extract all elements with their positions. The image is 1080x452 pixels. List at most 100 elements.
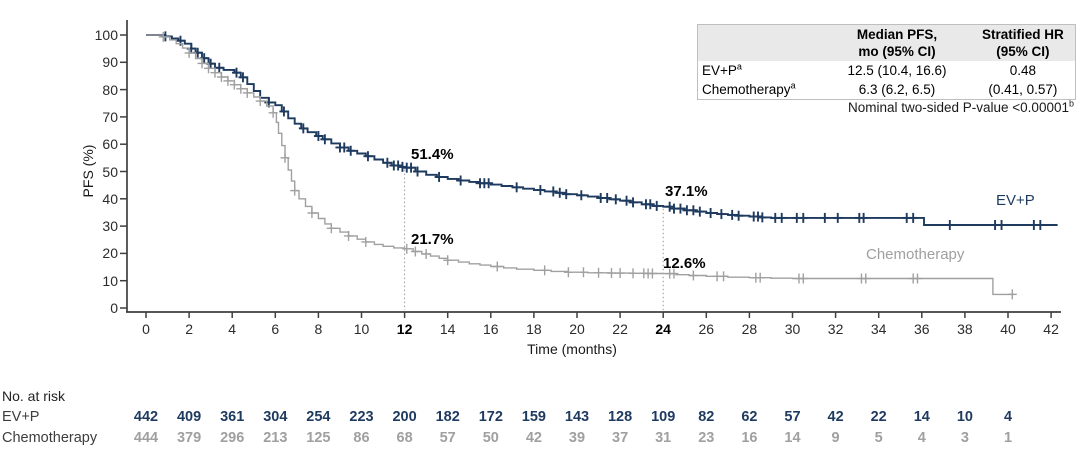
at-risk-value-chemo-20mo: 39: [568, 430, 586, 446]
y-tick-label-70: 70: [102, 108, 118, 125]
y-tick-label-20: 20: [102, 245, 118, 262]
at-risk-value-evp-38mo: 10: [956, 409, 973, 425]
x-tick-label-4: 4: [228, 321, 237, 337]
hr-value: 0.48: [1009, 63, 1036, 78]
at-risk-value-evp-28mo: 62: [741, 409, 758, 425]
x-tick-label-36: 36: [914, 321, 930, 337]
x-tick-label-8: 8: [314, 321, 323, 337]
at-risk-value-chemo-34mo: 5: [874, 430, 883, 446]
at-risk-value-chemo-14mo: 57: [439, 430, 456, 446]
x-tick-label-6: 6: [271, 321, 280, 337]
evp-12mo-annotation: 51.4%: [411, 146, 454, 163]
at-risk-value-chemo-10mo: 86: [353, 430, 370, 446]
x-tick-label-14: 14: [439, 321, 456, 337]
at-risk-value-evp-14mo: 182: [435, 409, 460, 425]
at-risk-value-evp-0mo: 442: [133, 409, 159, 425]
y-tick-label-30: 30: [102, 218, 118, 235]
stats-table-empty-header: [697, 24, 824, 61]
at-risk-row-label-chemo: Chemotherapy: [2, 430, 98, 446]
x-tick-label-40: 40: [1000, 321, 1016, 337]
evp-row-label: EV+Pa: [698, 61, 824, 80]
x-tick-label-34: 34: [870, 321, 887, 337]
stratified-hr-header-line2: (95% CI): [996, 44, 1050, 59]
at-risk-value-chemo-26mo: 23: [698, 430, 715, 446]
y-tick-label-10: 10: [102, 272, 118, 289]
chemo-12mo-annotation: 21.7%: [411, 231, 454, 248]
at-risk-value-evp-36mo: 14: [913, 409, 930, 425]
x-tick-label-2: 2: [185, 321, 193, 337]
evp-footnote-marker: a: [736, 61, 742, 72]
at-risk-value-evp-4mo: 361: [220, 409, 245, 425]
x-tick-label-30: 30: [784, 321, 801, 337]
x-tick-label-10: 10: [353, 321, 370, 337]
x-tick-label-12: 12: [396, 321, 413, 337]
median-pfs-header: Median PFS, mo (95% CI): [823, 24, 971, 61]
p-value-text: Nominal two-sided P-value <0.00001: [847, 100, 1069, 115]
chemo-footnote-marker: a: [790, 80, 796, 91]
at-risk-value-chemo-4mo: 296: [220, 430, 245, 446]
stats-table-row-evp: EV+Pa 12.5 (10.4, 16.6) 0.48: [698, 61, 1076, 80]
at-risk-value-chemo-18mo: 42: [525, 430, 542, 446]
median-pfs-header-line1: Median PFS,: [856, 27, 938, 42]
y-tick-label-100: 100: [94, 27, 118, 43]
at-risk-value-chemo-8mo: 125: [306, 430, 331, 446]
evp-median-pfs-value: 12.5 (10.4, 16.6): [847, 63, 947, 78]
at-risk-value-chemo-36mo: 4: [917, 430, 926, 446]
evp-24mo-annotation: 37.1%: [665, 183, 708, 200]
at-risk-value-evp-26mo: 82: [698, 409, 715, 425]
x-tick-label-0: 0: [142, 321, 150, 337]
stats-table: Median PFS, mo (95% CI) Stratified HR (9…: [697, 24, 1076, 100]
at-risk-value-evp-6mo: 304: [263, 409, 288, 425]
y-tick-label-90: 90: [102, 54, 118, 71]
stratified-hr-header-line1: Stratified HR: [981, 27, 1064, 42]
x-tick-label-32: 32: [827, 321, 844, 337]
at-risk-value-chemo-0mo: 444: [133, 430, 159, 446]
y-tick-label-80: 80: [102, 81, 118, 98]
y-tick-label-50: 50: [102, 163, 118, 180]
chemo-curve-label: Chemotherapy: [866, 246, 965, 263]
x-axis-title: Time (months): [527, 341, 617, 357]
at-risk-value-evp-16mo: 172: [478, 409, 503, 425]
at-risk-value-chemo-24mo: 31: [655, 430, 672, 446]
at-risk-value-evp-30mo: 57: [784, 409, 801, 425]
at-risk-value-chemo-16mo: 50: [482, 430, 499, 446]
at-risk-row-label-evp: EV+P: [2, 409, 40, 425]
median-pfs-header-line2: mo (95% CI): [858, 44, 936, 59]
at-risk-value-chemo-28mo: 16: [741, 430, 758, 446]
at-risk-value-evp-40mo: 4: [1003, 409, 1013, 425]
at-risk-value-evp-12mo: 200: [392, 409, 417, 425]
x-tick-label-42: 42: [1043, 321, 1059, 337]
y-tick-label-0: 0: [110, 300, 118, 316]
at-risk-value-evp-34mo: 22: [870, 409, 887, 425]
chemo-row-label-text: Chemotherapy: [702, 82, 791, 97]
at-risk-value-chemo-40mo: 1: [1003, 430, 1013, 446]
at-risk-value-chemo-6mo: 213: [263, 430, 288, 446]
at-risk-value-evp-20mo: 143: [564, 409, 590, 425]
at-risk-value-evp-22mo: 128: [607, 409, 633, 425]
km-plot-canvas: [120, 20, 1061, 318]
at-risk-value-chemo-12mo: 68: [396, 430, 413, 446]
chemo-row-label: Chemotherapya: [698, 80, 824, 100]
x-tick-label-18: 18: [526, 321, 542, 337]
at-risk-value-evp-32mo: 42: [827, 409, 844, 425]
x-tick-label-20: 20: [569, 321, 585, 337]
at-risk-value-evp-18mo: 159: [521, 409, 546, 425]
x-tick-label-38: 38: [957, 321, 973, 337]
hr-ci-value: (0.41, 0.57): [988, 82, 1058, 97]
p-value-footnote-marker: b: [1068, 98, 1074, 109]
stats-table-header-row: Median PFS, mo (95% CI) Stratified HR (9…: [697, 24, 1076, 61]
evp-curve-label: EV+P: [996, 192, 1035, 209]
at-risk-title: No. at risk: [2, 388, 66, 404]
x-tick-label-24: 24: [655, 321, 671, 337]
at-risk-value-chemo-38mo: 3: [960, 430, 969, 446]
y-tick-label-40: 40: [102, 190, 118, 207]
at-risk-value-evp-24mo: 109: [651, 409, 676, 425]
at-risk-value-chemo-2mo: 379: [176, 430, 202, 446]
chemo-24mo-annotation: 12.6%: [663, 255, 706, 272]
y-tick-label-60: 60: [102, 136, 118, 153]
x-tick-label-16: 16: [483, 321, 499, 337]
stratified-hr-header: Stratified HR (95% CI): [970, 24, 1076, 61]
p-value-footnote: Nominal two-sided P-value <0.00001b: [697, 98, 1074, 115]
chemo-median-pfs-value: 6.3 (6.2, 6.5): [858, 82, 936, 97]
